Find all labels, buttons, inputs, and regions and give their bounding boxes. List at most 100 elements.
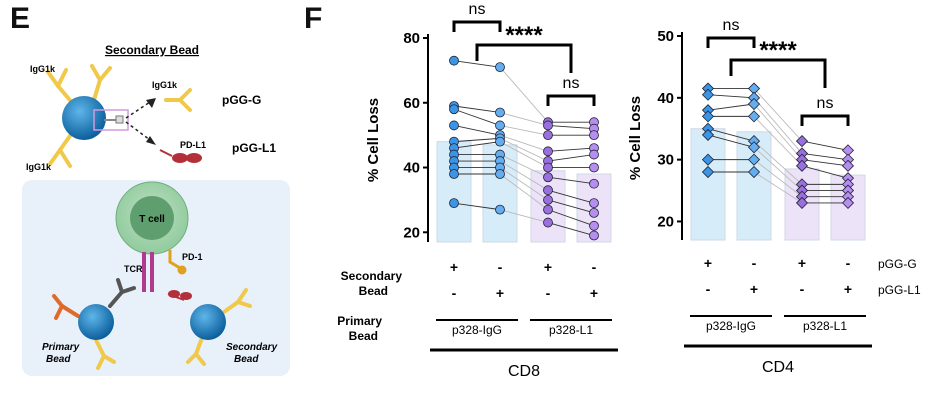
data-point <box>747 153 761 166</box>
data-point <box>495 169 505 179</box>
pair-line <box>499 154 549 178</box>
data-point <box>589 149 599 160</box>
panel-e-schematic: Secondary Bead IgG1k IgG1k IgG1k pGG-G P… <box>22 43 290 376</box>
pair-line <box>547 209 595 227</box>
primary-bead-label-1: Primary <box>42 342 80 353</box>
pair-line <box>453 141 501 149</box>
primary-bead-row-label-2: Bead <box>349 329 378 343</box>
data-point <box>543 217 553 228</box>
pair-line <box>499 141 549 168</box>
igg1k-label-3: IgG1k <box>152 80 178 90</box>
pair-line <box>547 189 595 204</box>
pair-line <box>707 103 755 111</box>
pair-line <box>499 134 549 152</box>
pair-line <box>453 60 501 68</box>
group-label: CD4 <box>762 359 794 376</box>
tcell-label: T cell <box>139 214 165 225</box>
pair-line <box>499 112 549 126</box>
data-point <box>841 159 855 172</box>
data-point <box>495 204 505 215</box>
data-point <box>543 195 553 205</box>
primary-bead-icon <box>52 278 136 370</box>
data-point <box>701 165 715 179</box>
data-point <box>449 120 459 131</box>
panel-f-charts: 20 40 60 80 % Cell Loss ns **** ns + - + - - + - + p328-… <box>365 1 921 380</box>
pair-line <box>753 140 803 185</box>
data-point <box>841 196 855 209</box>
primary-group-label: p328-IgG <box>706 319 756 333</box>
y-axis-label: % Cell Loss <box>627 96 644 180</box>
signif-bracket <box>706 36 756 48</box>
y-tick-label: 20 <box>657 213 674 230</box>
pair-line <box>453 108 501 126</box>
data-point <box>543 172 553 183</box>
primary-bead-label-2: Bead <box>46 354 71 365</box>
primary-group-label: p328-L1 <box>549 323 593 337</box>
tcr-label: TCR <box>124 264 143 274</box>
data-point <box>795 196 809 209</box>
data-point <box>701 88 715 101</box>
pair-line <box>453 124 501 136</box>
y-tick-label: 40 <box>403 160 420 177</box>
pgg-l1-sign: - <box>800 281 805 297</box>
pgg-l1-sign: - <box>546 285 551 301</box>
data-point <box>495 107 505 118</box>
secondary-bead-sign: + <box>544 259 552 275</box>
chart-cd4: 20 30 40 50 % Cell Loss ns **** ns + - + - - + - + pGG-G… <box>627 17 921 376</box>
pair-line <box>753 88 803 142</box>
y-tick-label: 30 <box>657 152 674 169</box>
secondary-bead-sign: - <box>752 255 757 271</box>
pair-line <box>453 137 501 143</box>
pgg-l1-sign: + <box>496 285 504 301</box>
secondary-bead-label-1: Secondary <box>226 342 278 353</box>
pair-line <box>547 176 595 185</box>
data-point <box>747 165 761 179</box>
pair-line <box>547 154 595 162</box>
pair-line <box>499 160 549 191</box>
data-point <box>589 162 599 173</box>
pair-line <box>547 147 595 152</box>
secondary-bead-label-2: Bead <box>234 354 259 365</box>
group-label: CD8 <box>508 363 540 380</box>
data-point <box>795 159 809 172</box>
data-point <box>589 230 599 241</box>
pdl1-label: PD-L1 <box>180 140 206 150</box>
igg1k-label-1: IgG1k <box>30 64 56 74</box>
pair-line <box>801 159 849 167</box>
primary-group-label: p328-IgG <box>452 323 502 337</box>
data-point <box>543 204 553 215</box>
pgg-l1-sign: + <box>590 285 598 301</box>
pair-line <box>753 146 803 191</box>
significance-label: ns <box>469 1 486 18</box>
pair-line <box>753 171 803 204</box>
data-point <box>449 55 459 66</box>
data-point <box>449 198 459 209</box>
pair-line <box>753 103 803 160</box>
data-point <box>495 120 505 131</box>
secondary-bead-bottom-icon <box>167 288 252 366</box>
arrow-icon <box>125 101 151 141</box>
data-point <box>495 136 505 147</box>
pair-line <box>499 66 549 123</box>
pgg-l1-sign: + <box>844 281 852 297</box>
pair-line <box>801 153 849 161</box>
panel-letter-e: E <box>10 2 31 35</box>
pair-line <box>499 173 549 210</box>
data-point <box>543 146 553 157</box>
pgg-g-label: pGG-G <box>222 93 261 107</box>
data-point <box>747 141 761 154</box>
data-point <box>543 130 553 141</box>
pd1-icon <box>168 250 187 275</box>
data-point <box>701 153 715 166</box>
signif-bracket <box>729 58 827 88</box>
pair-line <box>707 128 755 142</box>
y-tick-label: 40 <box>657 90 674 107</box>
pair-line <box>801 165 849 179</box>
pair-line <box>499 124 549 136</box>
data-point <box>449 169 459 179</box>
pair-line <box>499 167 549 201</box>
signif-bracket <box>546 94 596 106</box>
primary-bead-row-label-1: Primary <box>337 314 382 328</box>
data-point <box>589 198 599 209</box>
pgg-l1-sign: - <box>706 281 711 297</box>
